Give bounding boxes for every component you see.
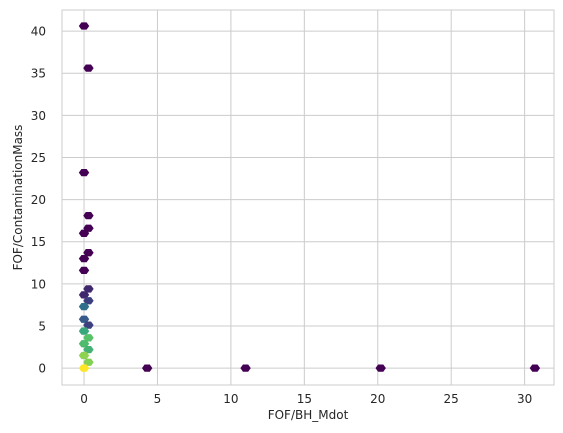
y-axis-label: FOF/ContaminationMass [11, 125, 25, 271]
x-tick-label: 30 [517, 392, 532, 406]
hex-bin [83, 64, 94, 72]
hex-bin [83, 358, 94, 366]
x-tick-label: 20 [370, 392, 385, 406]
hex-bin [83, 297, 94, 305]
hex-bins [78, 22, 541, 372]
y-tick-label: 15 [31, 235, 46, 249]
x-tick-label: 25 [444, 392, 459, 406]
hex-bin [83, 285, 94, 293]
x-tick-label: 15 [297, 392, 312, 406]
y-tick-label: 35 [31, 67, 46, 81]
y-tick-label: 10 [31, 277, 46, 291]
hex-bin [78, 302, 90, 311]
x-tick-labels: 0 5 10 15 20 25 30 [80, 392, 532, 406]
hex-bin [78, 169, 90, 177]
hex-bin [78, 229, 90, 237]
y-tick-label: 0 [38, 362, 46, 376]
hex-bin [78, 266, 90, 275]
plot-background [62, 10, 554, 385]
y-tick-label: 40 [31, 25, 46, 39]
y-tick-label: 25 [31, 151, 46, 165]
y-tick-label: 5 [38, 320, 46, 334]
hex-bin [141, 364, 153, 372]
x-tick-label: 5 [154, 392, 162, 406]
hex-bin [78, 315, 90, 323]
hex-bin [83, 321, 94, 329]
x-tick-label: 0 [80, 392, 88, 406]
hex-bin [83, 345, 94, 354]
hex-bin [78, 351, 90, 360]
hex-bin [78, 291, 90, 299]
x-axis-label: FOF/BH_Mdot [268, 408, 349, 422]
hex-bin [78, 254, 90, 263]
y-tick-labels: 0 5 10 15 20 25 30 35 40 [31, 25, 46, 376]
x-tick-label: 10 [223, 392, 238, 406]
y-tick-label: 30 [31, 109, 46, 123]
hex-bin [78, 364, 90, 372]
hex-bin [83, 334, 94, 342]
hex-bin [240, 364, 251, 372]
hex-bin [83, 249, 94, 257]
hex-bin [78, 22, 90, 30]
plot-frame [61, 9, 555, 386]
hex-bin [78, 340, 90, 348]
grid [62, 10, 554, 385]
hex-bin [375, 364, 386, 372]
y-tick-label: 20 [31, 193, 46, 207]
hex-bin [529, 364, 541, 372]
hex-bin [83, 211, 94, 220]
hex-bin [78, 327, 90, 335]
